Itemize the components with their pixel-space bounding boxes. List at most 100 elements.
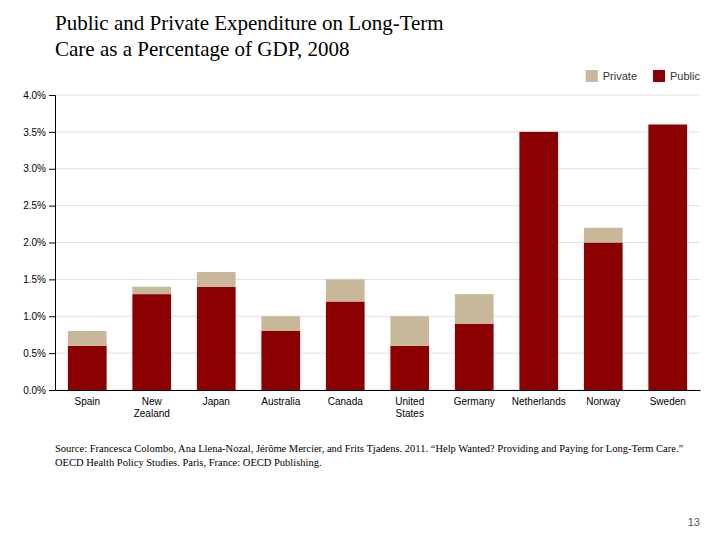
y-tick: 2.5% (23, 200, 55, 211)
grid-line (55, 168, 700, 169)
x-tick: NewZealand (134, 396, 170, 419)
x-tick: Sweden (650, 396, 686, 407)
x-tick-label-line: Netherlands (512, 396, 566, 407)
y-tick-label: 4.0% (23, 90, 46, 101)
page-number: 13 (688, 516, 700, 528)
x-tick-label: Germany (454, 396, 495, 407)
y-tick: 4.0% (23, 90, 55, 101)
y-tick: 3.0% (23, 163, 55, 174)
y-tick-mark (49, 279, 55, 280)
bars (68, 125, 687, 391)
chart-svg: 0.0% 0.5% 1.0% 1.5% 2.0% 2.5% 3.0% 3.5% 4.0% Spai… (0, 0, 720, 540)
grid-line (55, 95, 700, 96)
x-tick-label: NewZealand (134, 396, 170, 419)
title-line: Care as a Percentage of GDP, 2008 (55, 37, 350, 61)
legend-swatch (586, 70, 598, 82)
bar-segment (68, 331, 107, 346)
x-tick-label-line: Australia (261, 396, 300, 407)
x-tick: Australia (261, 396, 300, 407)
y-tick-mark (49, 243, 55, 244)
y-tick: 0.5% (23, 348, 55, 359)
y-tick: 1.5% (23, 274, 55, 285)
x-tick: Norway (586, 396, 620, 407)
x-tick-label-line: United (395, 396, 424, 407)
bar-segment (584, 243, 623, 391)
x-axis: Spain NewZealand Japan Australia Canada Unite… (56, 391, 701, 419)
y-tick-mark (49, 95, 55, 96)
x-tick-label: Canada (328, 396, 363, 407)
grid-line (55, 205, 700, 206)
y-tick: 1.0% (23, 311, 55, 322)
legend-item: Private (586, 70, 637, 82)
y-tick-mark (49, 206, 55, 207)
bar-segment (390, 346, 429, 390)
y-tick-label: 3.5% (23, 127, 46, 138)
bar-segment (261, 331, 300, 390)
bar-segment (584, 228, 623, 243)
bar-segment (326, 302, 365, 391)
y-tick-mark (49, 316, 55, 317)
y-tick-label: 1.5% (23, 274, 46, 285)
x-tick-label-line: Canada (328, 396, 363, 407)
x-tick-label-line: New (142, 396, 163, 407)
x-tick-label-line: States (396, 408, 424, 419)
grid (55, 95, 700, 390)
x-tick: Spain (74, 396, 100, 407)
x-tick: Canada (328, 396, 363, 407)
y-tick: 2.0% (23, 237, 55, 248)
x-tick-label-line: Japan (203, 396, 230, 407)
y-tick-mark (49, 353, 55, 354)
y-tick-label: 0.5% (23, 348, 46, 359)
y-tick-mark (49, 132, 55, 133)
bar-segment (326, 279, 365, 301)
plot-area: 0.0% 0.5% 1.0% 1.5% 2.0% 2.5% 3.0% 3.5% 4.0% Spai… (23, 90, 700, 419)
bar-segment (261, 316, 300, 331)
bar-segment (519, 131, 558, 132)
source-line: Source: Francesca Colombo, Ana Llena-Noz… (55, 443, 684, 454)
y-tick-label: 2.0% (23, 237, 46, 248)
y-tick-label: 2.5% (23, 200, 46, 211)
legend-swatch (653, 70, 665, 82)
bar-segment (68, 346, 107, 390)
x-axis-line (56, 390, 701, 391)
legend-label: Private (603, 70, 637, 82)
x-tick-label-line: Zealand (134, 408, 170, 419)
bar-segment (197, 272, 236, 287)
bar-segment (132, 294, 171, 390)
y-axis-line (49, 96, 56, 391)
series-1 (68, 228, 623, 346)
legend-item: Public (653, 70, 700, 82)
source-line: OECD Health Policy Studies. Paris, Franc… (55, 457, 322, 468)
y-tick-mark (49, 390, 55, 391)
grid-line (55, 131, 700, 132)
x-tick-label-line: Norway (586, 396, 620, 407)
legend: Private Public (586, 70, 701, 82)
title: Public and Private Expenditure on Long-T… (55, 11, 444, 61)
y-axis: 0.0% 0.5% 1.0% 1.5% 2.0% 2.5% 3.0% 3.5% 4.0% (23, 90, 55, 396)
x-tick: Netherlands (512, 396, 566, 407)
bar-segment (455, 294, 494, 324)
source-note: Source: Francesca Colombo, Ana Llena-Noz… (55, 443, 684, 468)
bar-segment (455, 324, 494, 390)
x-tick-label: Spain (74, 396, 100, 407)
x-tick: Japan (203, 396, 230, 407)
x-tick-label: Japan (203, 396, 230, 407)
x-tick-label-line: Sweden (650, 396, 686, 407)
bar-segment (390, 316, 429, 346)
y-tick: 0.0% (23, 385, 55, 396)
y-tick-mark (49, 169, 55, 170)
bar-segment (648, 125, 687, 391)
x-tick-label: UnitedStates (395, 396, 424, 419)
legend-label: Public (670, 70, 700, 82)
bar-segment (132, 287, 171, 294)
title-line: Public and Private Expenditure on Long-T… (55, 11, 444, 35)
x-tick-label: Australia (261, 396, 300, 407)
bar-segment (519, 132, 558, 390)
y-tick-label: 3.0% (23, 163, 46, 174)
bar-segment (648, 124, 687, 125)
x-tick-label: Sweden (650, 396, 686, 407)
series-0 (68, 125, 687, 391)
bar-segment (197, 287, 236, 390)
chart-container: 0.0% 0.5% 1.0% 1.5% 2.0% 2.5% 3.0% 3.5% 4.0% Spai… (0, 0, 720, 540)
x-tick-label: Netherlands (512, 396, 566, 407)
